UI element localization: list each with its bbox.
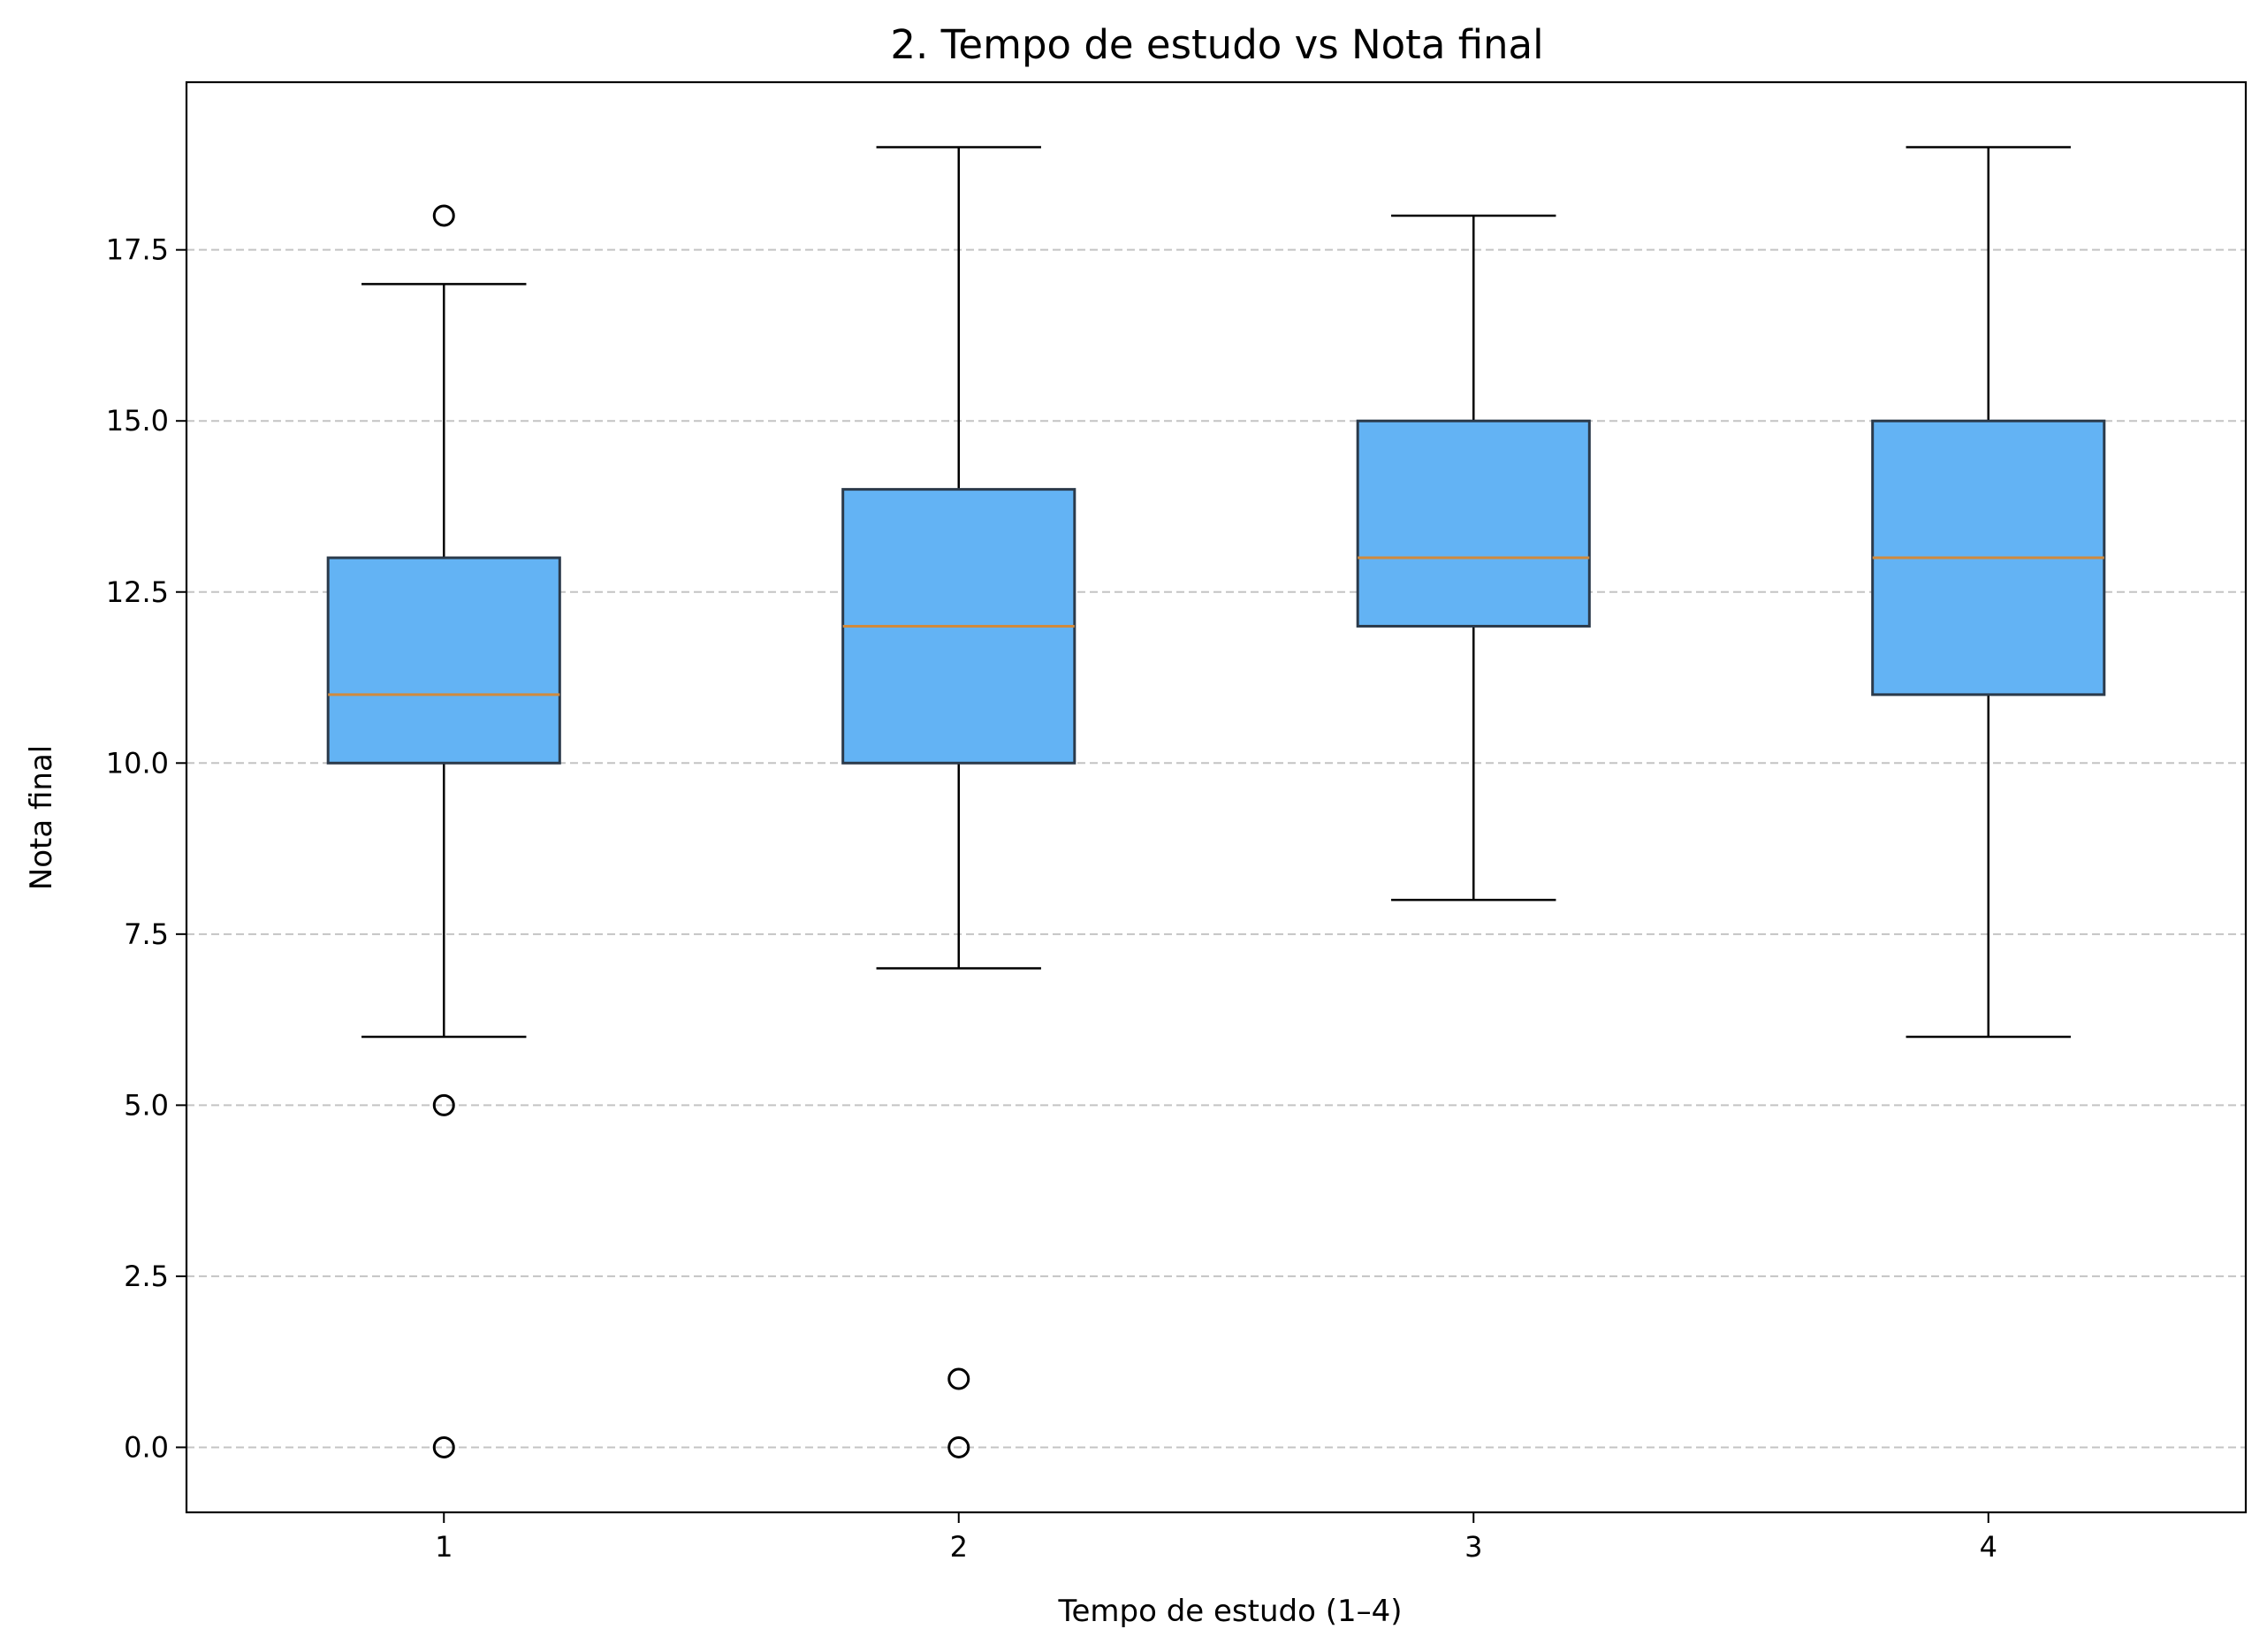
x-tick-label: 1	[435, 1530, 453, 1564]
x-tick-label: 2	[950, 1530, 968, 1564]
box-iqr	[326, 556, 561, 765]
box-layer	[326, 146, 2106, 1458]
outlier-point	[432, 204, 455, 227]
outlier-point	[947, 1367, 970, 1390]
y-tick-label: 15.0	[106, 404, 169, 438]
y-tick-label: 0.0	[124, 1430, 169, 1464]
outlier-point	[432, 1093, 455, 1116]
grid-layer	[186, 248, 2246, 1449]
outlier-point	[432, 1435, 455, 1458]
y-axis-label: Nota final	[24, 745, 59, 890]
y-tick-label: 7.5	[124, 917, 169, 951]
x-tick-label: 3	[1464, 1530, 1482, 1564]
chart-title: 2. Tempo de estudo vs Nota final	[890, 21, 1543, 68]
box-iqr	[1356, 419, 1591, 628]
y-tick-label: 2.5	[124, 1260, 169, 1293]
y-tick-label: 10.0	[106, 746, 169, 780]
y-tick-label: 12.5	[106, 575, 169, 609]
y-tick-label: 17.5	[106, 233, 169, 267]
x-tick-label: 4	[1980, 1530, 1997, 1564]
tick-layer: 0.0 2.5 5.0 7.5 10.0 12.5 15.0 17.5 1 2 3 4	[106, 233, 1997, 1564]
plot-frame	[185, 80, 2248, 1514]
y-tick-label: 5.0	[124, 1088, 169, 1122]
x-axis-label: Tempo de estudo (1–4)	[1057, 1594, 1402, 1629]
outlier-point	[947, 1435, 970, 1458]
